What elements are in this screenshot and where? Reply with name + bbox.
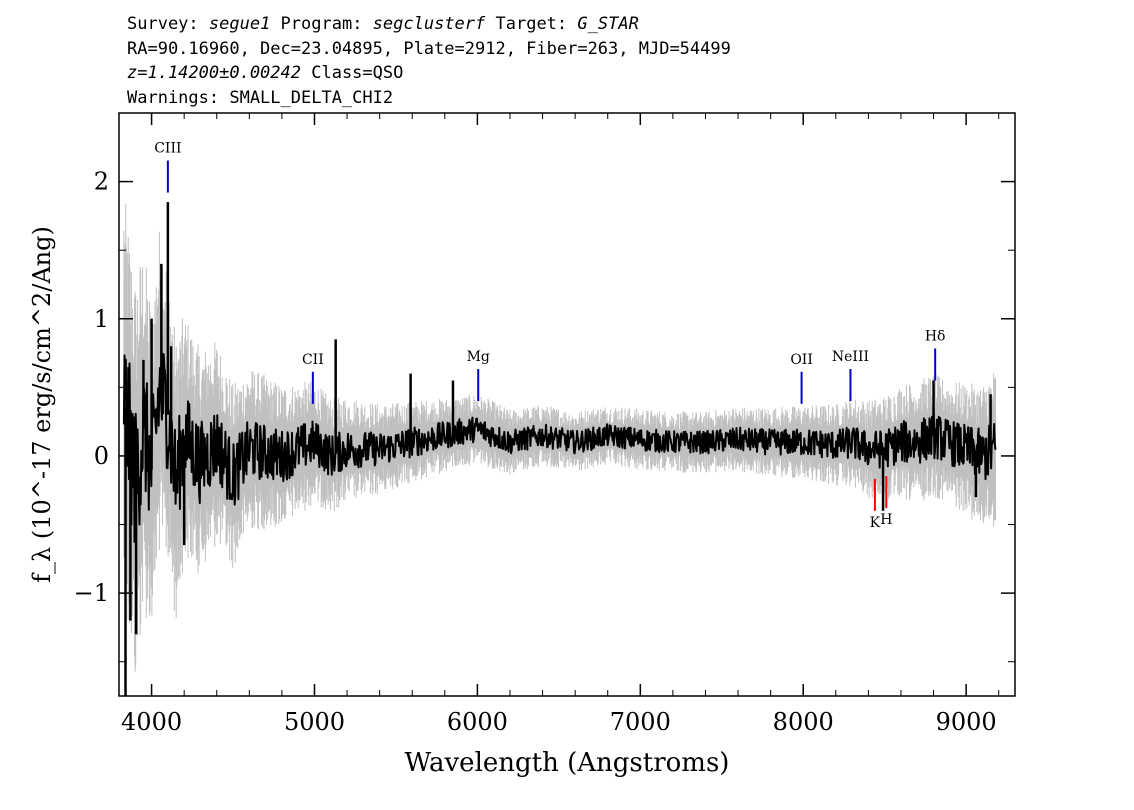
x-tick-label-1: 5000 [284, 708, 345, 736]
y-tick-label-0: −1 [74, 579, 109, 607]
line-label-7: H [880, 512, 892, 528]
spectrum-header: Survey: segue1 Program: segclusterf Targ… [127, 12, 731, 110]
redshift-value: z=1.14200±0.00242 [127, 63, 301, 83]
x-tick-label-5: 9000 [936, 708, 997, 736]
coordinates-line: RA=90.16960, Dec=23.04895, Plate=2912, F… [127, 38, 731, 59]
x-tick-label-2: 6000 [447, 708, 508, 736]
flux-series [122, 352, 997, 543]
program-label: Program: [270, 14, 373, 34]
survey-label: Survey: [127, 14, 209, 34]
y-tick-label-2: 1 [94, 305, 109, 333]
y-tick-label-3: 2 [94, 168, 109, 196]
x-tick-label-0: 4000 [121, 708, 182, 736]
x-tick-label-4: 8000 [773, 708, 834, 736]
x-axis-label: Wavelength (Angstroms) [405, 748, 730, 778]
x-tick-label-3: 7000 [610, 708, 671, 736]
warnings-line: Warnings: SMALL_DELTA_CHI2 [127, 87, 394, 108]
survey-value: segue1 [208, 14, 271, 34]
target-value: G_STAR [577, 14, 639, 34]
redshift-line: z=1.14200±0.00242 Class=QSO [127, 61, 731, 86]
line-label-2: Mg [467, 349, 490, 365]
y-axis-label: f_λ (10^-17 erg/s/cm^2/Ang) [28, 226, 56, 583]
survey-line: Survey: segue1 Program: segclusterf Targ… [127, 12, 731, 37]
target-label: Target: [485, 14, 578, 34]
line-label-4: NeIII [832, 349, 869, 365]
line-label-0: CIII [154, 141, 181, 157]
program-value: segclusterf [372, 14, 486, 34]
line-label-1: CII [302, 352, 324, 368]
line-label-3: OII [790, 352, 813, 368]
plot-frame [118, 112, 1016, 697]
y-tick-label-1: 0 [94, 442, 109, 470]
line-label-5: Hδ [925, 328, 946, 344]
class-value: Class=QSO [301, 63, 404, 83]
line-label-6: K [870, 515, 881, 531]
